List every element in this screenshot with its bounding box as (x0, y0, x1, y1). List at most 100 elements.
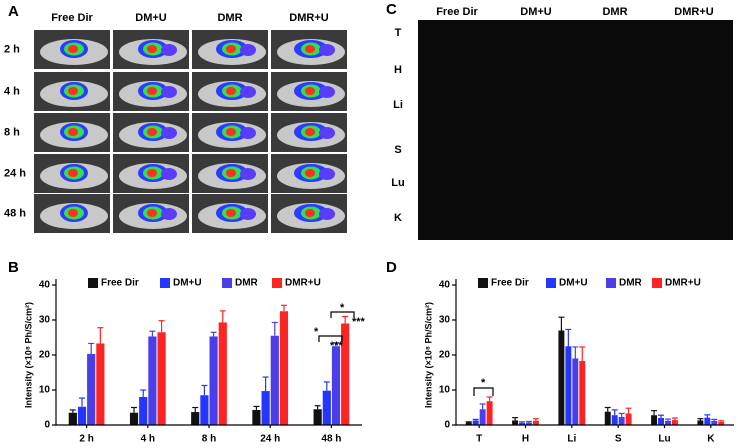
mouse-image (192, 30, 268, 69)
signal (147, 169, 157, 177)
bar (711, 420, 718, 425)
y-tick-label: 30 (39, 315, 51, 326)
bar (129, 412, 139, 425)
mouse-image (271, 30, 347, 69)
legend-label: DMR (235, 278, 259, 289)
y-tick-label: 40 (39, 280, 51, 291)
legend-label: DM+U (559, 278, 588, 289)
bar (465, 422, 472, 425)
signal (68, 45, 78, 53)
mouse-image (113, 72, 189, 111)
bar (252, 409, 261, 425)
signal (319, 168, 335, 180)
signal (68, 87, 78, 95)
bar (68, 412, 77, 425)
bar (472, 420, 479, 425)
y-tick-label: 30 (439, 315, 451, 326)
x-tick-label: T (476, 434, 482, 445)
annotation: * (314, 326, 319, 338)
bar (671, 420, 678, 425)
signal (147, 128, 157, 136)
bar (512, 420, 519, 425)
bar (209, 336, 218, 425)
mouse-image (271, 194, 347, 233)
x-tick-label: K (707, 434, 715, 445)
signal (161, 86, 177, 98)
bar (565, 346, 572, 425)
mouse-image (34, 194, 110, 233)
bar (651, 415, 658, 425)
bar (519, 422, 525, 425)
mouse-image (34, 113, 110, 152)
legend-swatch (272, 278, 282, 288)
panel-label: B (8, 259, 19, 276)
mouse-image (271, 154, 347, 193)
mouse-image (34, 72, 110, 111)
bar (148, 336, 157, 425)
signal (161, 44, 177, 56)
x-tick-label: S (615, 434, 622, 445)
signal (319, 127, 335, 139)
bar (200, 395, 209, 425)
legend-label: DMR+U (665, 278, 701, 289)
bar (658, 418, 664, 425)
legend-label: DMR (619, 278, 643, 289)
row-label: K (394, 212, 402, 224)
y-tick-label: 20 (439, 350, 451, 361)
signal (147, 209, 157, 217)
bar (261, 391, 270, 425)
mouse-image (113, 154, 189, 193)
signal (305, 128, 315, 136)
signal (68, 209, 78, 217)
mouse-image (192, 113, 268, 152)
y-axis-label: Intensity (×10⁸ Ph/S/cm²) (23, 302, 33, 408)
axis (455, 279, 734, 426)
x-tick-label: Li (567, 434, 576, 445)
y-tick-label: 0 (444, 420, 450, 431)
x-tick-label: H (522, 434, 529, 445)
signal (240, 86, 256, 98)
mouse-image (34, 154, 110, 193)
bar (718, 421, 725, 425)
bar (157, 332, 166, 425)
bar (697, 420, 704, 425)
signal (305, 45, 315, 53)
bar (191, 412, 200, 425)
bar (279, 311, 289, 425)
mouse-image (34, 30, 110, 69)
legend-label: Free Dir (101, 278, 139, 289)
column-header: DM+U (520, 6, 552, 18)
annotation: *** (330, 340, 344, 352)
legend-swatch (222, 278, 232, 288)
row-label: S (394, 144, 401, 156)
mouse-image (271, 113, 347, 152)
mouse-image (113, 30, 189, 69)
signal (226, 169, 236, 177)
bar (486, 401, 493, 425)
signal (68, 169, 78, 177)
mouse-image (113, 194, 189, 233)
x-tick-label: 4 h (141, 434, 155, 445)
mouse-image (192, 154, 268, 193)
mouse-image (192, 72, 268, 111)
legend-label: DMR+U (285, 278, 321, 289)
signal (305, 169, 315, 177)
bar (87, 353, 96, 425)
x-tick-label: 48 h (321, 434, 341, 445)
column-header: DMR (602, 6, 627, 18)
bar (604, 411, 611, 425)
legend-label: Free Dir (491, 278, 529, 289)
bar (625, 413, 632, 425)
bar (532, 420, 539, 425)
column-header: DMR+U (289, 12, 328, 24)
signal (226, 45, 236, 53)
panel-label: C (386, 1, 397, 18)
bar (341, 323, 350, 425)
significance-brackets (318, 311, 494, 396)
signal (305, 209, 315, 217)
signal (226, 209, 236, 217)
bar (572, 358, 579, 425)
image-bg (418, 20, 733, 240)
annotation: *** (352, 316, 366, 328)
